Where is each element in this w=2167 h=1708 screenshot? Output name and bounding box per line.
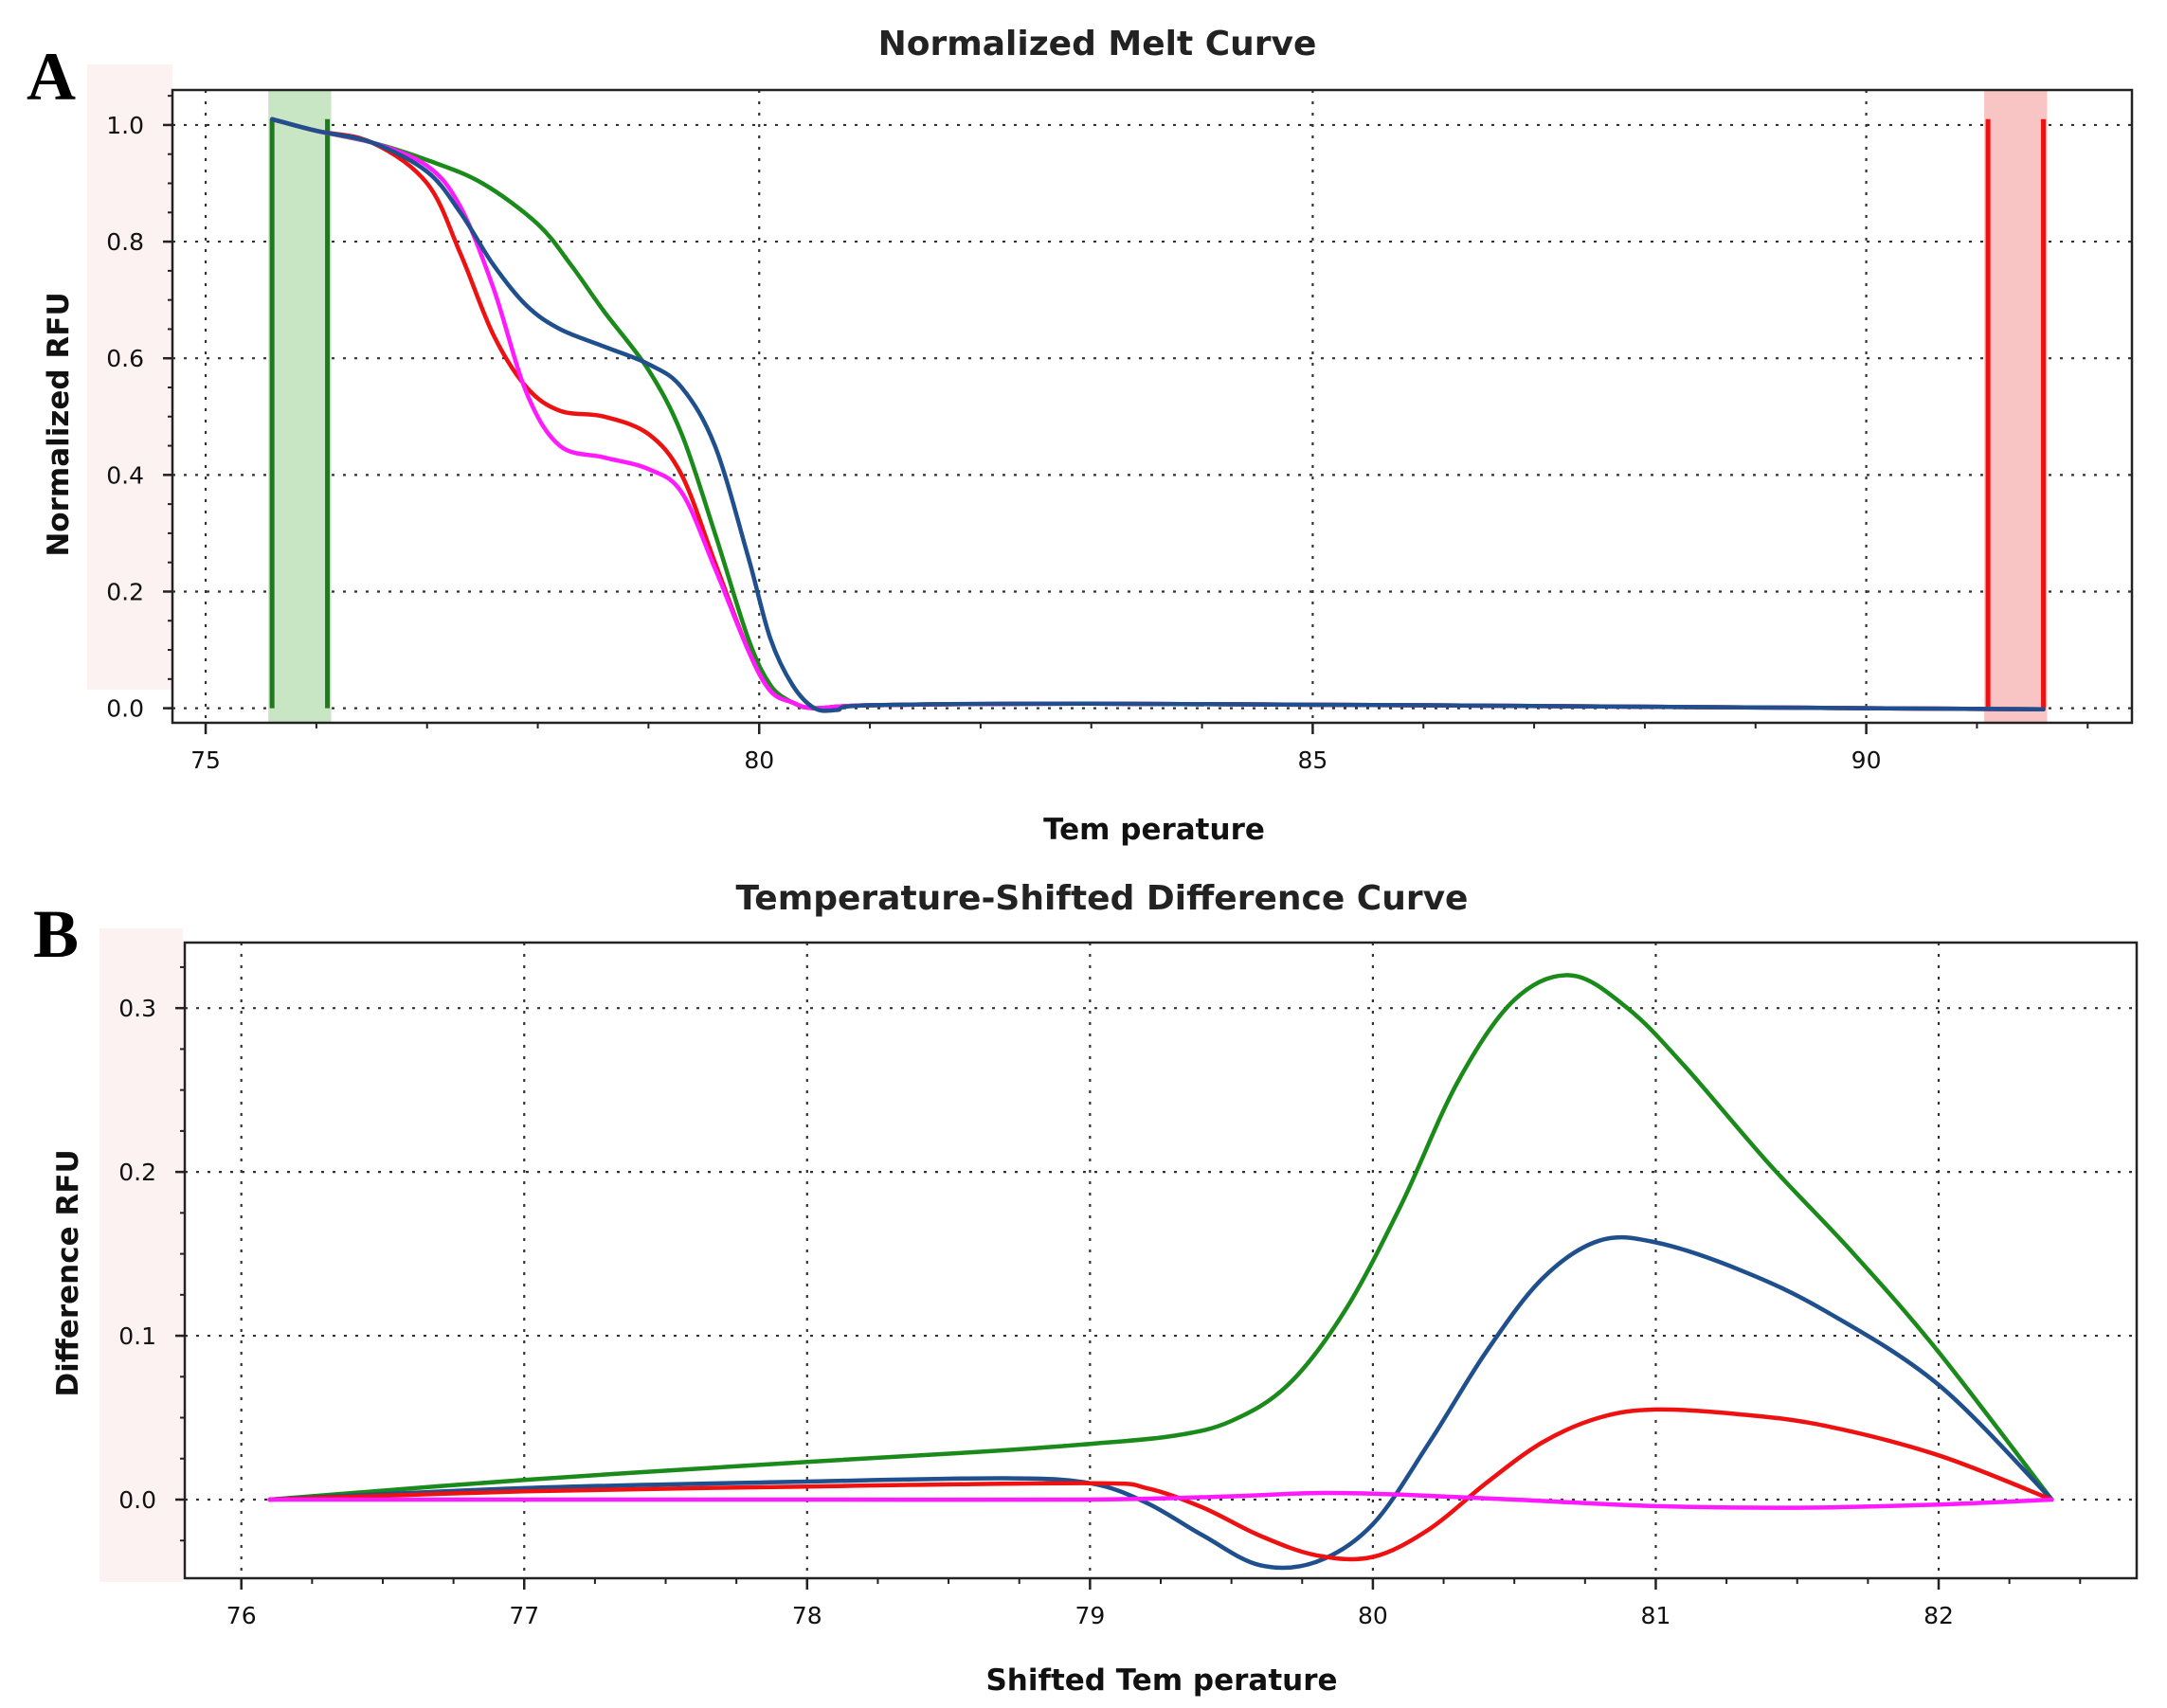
x-tick-label: 79 bbox=[1074, 1602, 1105, 1629]
chart-b-ylabel-bg bbox=[99, 928, 183, 1582]
series-line-magenta[interactable] bbox=[267, 1490, 2054, 1510]
y-tick-label: 0.4 bbox=[106, 461, 144, 489]
x-tick-label: 80 bbox=[1358, 1602, 1388, 1629]
panel-label-b: B bbox=[33, 896, 79, 972]
chart-b-ylabel: Difference RFU bbox=[51, 1149, 85, 1396]
x-tick-label: 75 bbox=[190, 746, 221, 774]
series-line-blue[interactable] bbox=[267, 1234, 2054, 1571]
panel-b: B Temperature-Shifted Difference Curve D… bbox=[33, 879, 2139, 1698]
chart-a-plot-frame bbox=[171, 88, 2134, 725]
y-tick-label: 0.0 bbox=[118, 1486, 156, 1514]
x-tick-label: 85 bbox=[1298, 746, 1328, 774]
chart-a-y-ticks: 0.0 0.2 0.4 0.6 0.8 1.0 bbox=[106, 95, 172, 723]
chart-a-melt-region-bars bbox=[268, 90, 2048, 723]
chart-b-grid bbox=[185, 943, 2137, 1578]
chart-a-ylabel: Normalized RFU bbox=[42, 292, 76, 556]
chart-a-ylabel-bg bbox=[87, 64, 172, 690]
x-tick-label: 78 bbox=[792, 1602, 822, 1629]
y-tick-label: 0.1 bbox=[118, 1322, 156, 1350]
y-tick-label: 0.2 bbox=[106, 578, 144, 605]
x-tick-label: 82 bbox=[1923, 1602, 1954, 1629]
panel-label-a: A bbox=[27, 39, 76, 115]
chart-b-series-group bbox=[267, 973, 2054, 1571]
chart-b-y-ticks: 0.0 0.1 0.2 0.3 bbox=[118, 965, 185, 1542]
series-line-red[interactable] bbox=[267, 1407, 2054, 1562]
y-tick-label: 1.0 bbox=[106, 112, 144, 139]
y-tick-label: 0.6 bbox=[106, 345, 144, 372]
chart-a-xlabel: Tem perature bbox=[1043, 813, 1265, 847]
series-line-magenta[interactable] bbox=[269, 117, 2046, 712]
panel-a: A Normalized Melt Curve Normalized RFU T… bbox=[27, 25, 2134, 847]
chart-b-title: Temperature-Shifted Difference Curve bbox=[736, 879, 1469, 918]
y-tick-label: 0.2 bbox=[118, 1159, 156, 1186]
melt-region-pre-melt[interactable] bbox=[268, 90, 332, 723]
chart-b-xlabel: Shifted Tem perature bbox=[985, 1663, 1337, 1698]
y-tick-label: 0.3 bbox=[118, 995, 156, 1022]
chart-b-x-ticks: 76 77 78 79 80 81 82 bbox=[226, 1578, 2082, 1629]
y-tick-label: 0.0 bbox=[106, 695, 144, 723]
y-tick-label: 0.8 bbox=[106, 228, 144, 256]
melt-region-post-melt[interactable] bbox=[1984, 90, 2048, 723]
chart-a-series-group bbox=[269, 117, 2046, 713]
x-tick-label: 80 bbox=[744, 746, 774, 774]
chart-a-grid bbox=[172, 90, 2132, 723]
chart-a-title: Normalized Melt Curve bbox=[878, 25, 1317, 63]
series-line-blue[interactable] bbox=[269, 117, 2046, 713]
x-tick-label: 90 bbox=[1851, 746, 1882, 774]
chart-a-x-ticks: 75 80 85 90 bbox=[190, 723, 2089, 774]
x-tick-label: 76 bbox=[226, 1602, 257, 1629]
x-tick-label: 77 bbox=[509, 1602, 539, 1629]
series-line-green[interactable] bbox=[267, 973, 2054, 1502]
x-tick-label: 81 bbox=[1641, 1602, 1671, 1629]
